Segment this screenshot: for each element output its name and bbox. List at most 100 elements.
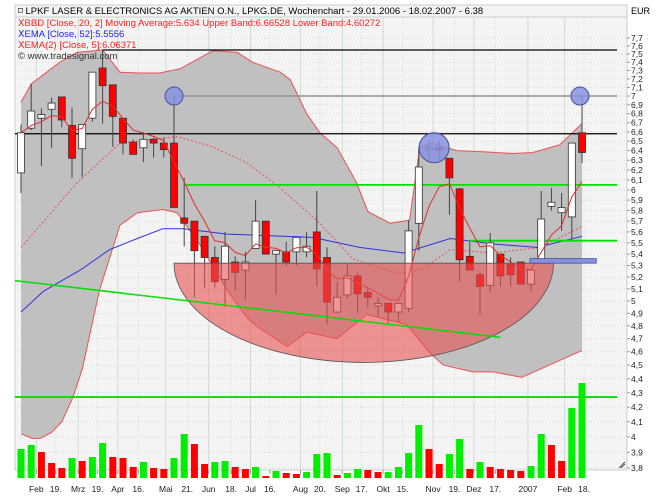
candle-body[interactable] — [557, 207, 566, 214]
trendline[interactable] — [14, 279, 501, 339]
legend-bollinger-text: BBD [Close, 20, 2] Moving Average:5.634 … — [24, 18, 381, 29]
volume-bar — [384, 472, 392, 478]
volume-bar — [201, 464, 209, 478]
candle-body[interactable] — [88, 71, 97, 119]
x-tick-label: 17. — [356, 484, 368, 494]
candle-body[interactable] — [180, 217, 189, 224]
y-tick-label: 3,9 — [631, 447, 643, 457]
candle-body[interactable] — [567, 142, 576, 218]
volume-bar — [445, 454, 453, 478]
volume-bar — [558, 461, 566, 478]
candle-body[interactable] — [292, 237, 301, 253]
candle-body[interactable] — [455, 188, 464, 261]
y-tick-label: 6,3 — [631, 155, 643, 165]
y-tick-label: 5,2 — [631, 272, 643, 282]
candle-body[interactable] — [445, 157, 454, 179]
y-tick-label: 3,8 — [631, 463, 643, 473]
y-tick-label: 6 — [631, 185, 636, 195]
y-tick-label: 5 — [631, 296, 636, 306]
volume-bar — [394, 467, 402, 478]
y-tick-label: 5,9 — [631, 195, 643, 205]
legend-ema5[interactable]: ⅩEMA(2) [Close, 5]:6.06371 — [18, 40, 136, 51]
y-tick-label: 5,3 — [631, 260, 643, 270]
volume-bar — [517, 471, 525, 478]
volume-bar — [252, 467, 260, 478]
candle-body[interactable] — [282, 251, 291, 263]
remove-x-icon[interactable]: Ⅹ — [18, 29, 25, 40]
y-tick-label: 5,7 — [631, 216, 643, 226]
candle-body[interactable] — [302, 245, 311, 253]
candle-body[interactable] — [159, 142, 168, 151]
candle-body[interactable] — [200, 235, 209, 258]
x-tick-label: 2007 — [518, 484, 537, 494]
y-tick-label: 5,1 — [631, 284, 643, 294]
candle-body[interactable] — [578, 132, 586, 153]
y-tick-label: 7 — [631, 91, 636, 101]
highlight-circle[interactable] — [164, 86, 184, 106]
candle-body[interactable] — [190, 220, 199, 252]
candle-body[interactable] — [98, 67, 107, 87]
y-tick-label: 6,5 — [631, 136, 643, 146]
candle-body[interactable] — [57, 96, 66, 121]
volume-bar — [333, 475, 341, 478]
candle-body[interactable] — [139, 138, 148, 149]
candle-body[interactable] — [37, 114, 46, 119]
volume-bar — [139, 462, 147, 478]
x-tick-label: Jun — [202, 484, 216, 494]
candle-body[interactable] — [108, 84, 117, 117]
x-tick-label: Nov — [426, 484, 442, 494]
x-tick-label: 19. — [449, 484, 461, 494]
x-tick-label: 16. — [264, 484, 276, 494]
x-tick-label: 15. — [397, 484, 409, 494]
remove-x-icon[interactable]: Ⅹ — [18, 40, 25, 51]
y-tick-label: 4,1 — [631, 417, 643, 427]
y-tick-label: 5,8 — [631, 206, 643, 216]
y-tick-label: 5,5 — [631, 238, 643, 248]
y-tick-label: 4,8 — [631, 321, 643, 331]
highlight-circle[interactable] — [418, 132, 450, 164]
y-tick-label: 4,7 — [631, 334, 643, 344]
legend-ema52[interactable]: ⅩEMA [Close, 52]:5.5556 — [18, 29, 124, 40]
x-tick-label: Okt — [376, 484, 390, 494]
legend-ema5-text: EMA(2) [Close, 5]:6.06371 — [24, 40, 137, 51]
y-tick-label: 6,4 — [631, 146, 643, 156]
volume-bar — [364, 470, 372, 478]
volume-bar — [88, 457, 96, 478]
bollinger-upper-line — [20, 49, 583, 224]
candle-body[interactable] — [17, 132, 25, 174]
y-tick-label: 6,2 — [631, 165, 643, 175]
legend-bollinger[interactable]: ⅩBBD [Close, 20, 2] Moving Average:5.634… — [18, 18, 380, 29]
candle-body[interactable] — [129, 141, 138, 155]
marker-box[interactable] — [529, 258, 597, 264]
candle-body[interactable] — [547, 201, 556, 207]
candle-body[interactable] — [414, 166, 423, 224]
volume-bar — [405, 453, 413, 478]
volume-bar — [150, 468, 158, 478]
candle-body[interactable] — [537, 218, 546, 261]
volume-bar — [68, 458, 76, 478]
volume-bar — [37, 452, 45, 478]
candle-body[interactable] — [68, 125, 76, 159]
y-tick-label: 7,7 — [631, 33, 643, 43]
candle-body[interactable] — [149, 138, 158, 144]
candle-body[interactable] — [251, 220, 260, 249]
candle-body[interactable] — [119, 117, 127, 144]
rounding-bottom-pattern[interactable] — [173, 262, 554, 363]
x-tick-label: Apr — [111, 484, 124, 494]
volume-bar — [99, 443, 107, 478]
volume-bar — [292, 474, 300, 478]
ema52-line — [20, 228, 583, 313]
candle-body[interactable] — [272, 250, 280, 255]
highlight-circle[interactable] — [570, 86, 590, 106]
candle-body[interactable] — [78, 124, 87, 150]
candle-body[interactable] — [261, 220, 270, 255]
candle-body[interactable] — [170, 142, 178, 208]
candle-body[interactable] — [47, 102, 56, 110]
volume-bar — [578, 383, 586, 478]
candle-body[interactable] — [27, 110, 36, 129]
resize-grip-icon[interactable] — [618, 461, 626, 469]
volume-bar — [466, 469, 474, 478]
remove-x-icon[interactable]: Ⅹ — [18, 18, 25, 29]
